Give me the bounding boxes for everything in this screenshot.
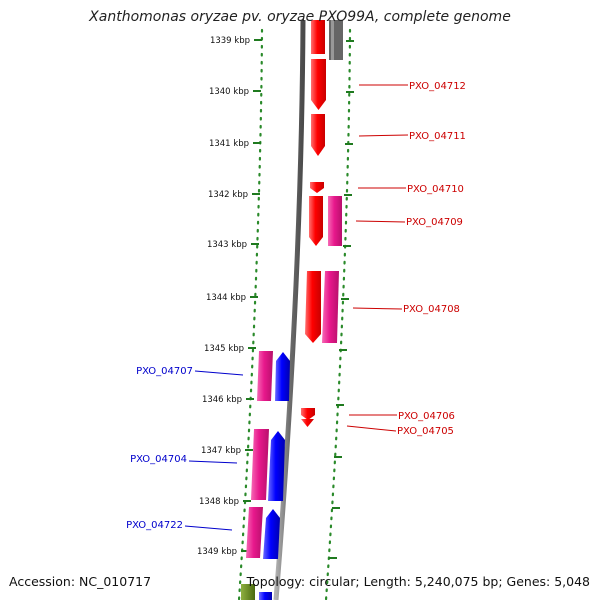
gene-rect-pink[interactable]	[251, 429, 269, 500]
outer-track-guide	[324, 28, 352, 600]
gene-label[interactable]: PXO_04705	[397, 426, 454, 437]
gene-arrow-blue[interactable]	[275, 352, 290, 401]
gene-partial-blue[interactable]	[259, 592, 272, 600]
genome-backbone	[273, 19, 306, 600]
gene-rect-pink[interactable]	[257, 351, 273, 401]
gene-arrow-red[interactable]	[311, 114, 325, 156]
accession-text: Accession: NC_010717	[9, 574, 152, 589]
gene-rect-pink[interactable]	[246, 507, 263, 558]
scale-tick-label: 1343 kbp	[207, 240, 247, 250]
gene-label[interactable]: PXO_04708	[403, 304, 460, 315]
gene-leader-line	[346, 425, 397, 432]
gene-arrow-red[interactable]	[305, 271, 321, 343]
scale-tick-label: 1339 kbp	[210, 36, 250, 46]
gene-features	[241, 20, 343, 600]
scale-tick-label: 1349 kbp	[197, 547, 237, 557]
gene-rect-pink[interactable]	[328, 196, 342, 246]
genome-summary-text: Topology: circular; Length: 5,240,075 bp…	[246, 574, 590, 589]
gene-leader-line	[194, 370, 244, 376]
scale-tick-label: 1340 kbp	[209, 87, 249, 97]
gene-label[interactable]: PXO_04704	[130, 454, 187, 465]
gene-arrow-red[interactable]	[309, 196, 323, 246]
scale-tick-label: 1348 kbp	[199, 497, 239, 507]
gene-label[interactable]: PXO_04706	[398, 411, 455, 422]
gene-label[interactable]: PXO_04722	[126, 520, 183, 531]
gene-arrow-red[interactable]	[310, 182, 324, 193]
gene-partial-green[interactable]	[241, 584, 255, 600]
gene-arrow-red[interactable]	[301, 419, 314, 427]
gene-label[interactable]: PXO_04712	[409, 81, 466, 92]
gene-arrow-blue[interactable]	[263, 509, 280, 559]
gene-leader-line	[352, 307, 403, 310]
scale-tick-label: 1342 kbp	[208, 190, 248, 200]
gene-arrow-blue[interactable]	[268, 431, 285, 501]
gene-rect-pink[interactable]	[322, 271, 339, 343]
gene-leader-line	[184, 525, 233, 531]
gene-leader-line	[188, 460, 238, 464]
scale-ticks: 1339 kbp 1340 kbp 1341 kbp 1342 kbp 1343 kbp…	[197, 36, 354, 559]
scale-tick-label: 1346 kbp	[202, 395, 242, 405]
gene-label[interactable]: PXO_04711	[409, 131, 466, 142]
gene-top-grey-highlight	[331, 20, 334, 60]
gene-arrow-red[interactable]	[311, 59, 326, 110]
scale-tick-label: 1344 kbp	[206, 293, 246, 303]
scale-tick-label: 1341 kbp	[209, 139, 249, 149]
page-title: Xanthomonas oryzae pv. oryzae PXO99A, co…	[89, 9, 511, 25]
gene-arrow-red[interactable]	[311, 20, 325, 54]
scale-tick-label: 1347 kbp	[201, 446, 241, 456]
scale-tick-label: 1345 kbp	[204, 344, 244, 354]
gene-arrow-red[interactable]	[301, 408, 315, 420]
inner-track-guide	[237, 28, 264, 600]
gene-label[interactable]: PXO_04707	[136, 366, 193, 377]
gene-labels: PXO_04712 PXO_04711 PXO_04710 PXO_04709 PXO_…	[126, 81, 466, 531]
gene-leader-line	[358, 134, 409, 137]
gene-leader-line	[355, 220, 406, 223]
gene-label[interactable]: PXO_04709	[406, 217, 463, 228]
gene-label[interactable]: PXO_04710	[407, 184, 464, 195]
